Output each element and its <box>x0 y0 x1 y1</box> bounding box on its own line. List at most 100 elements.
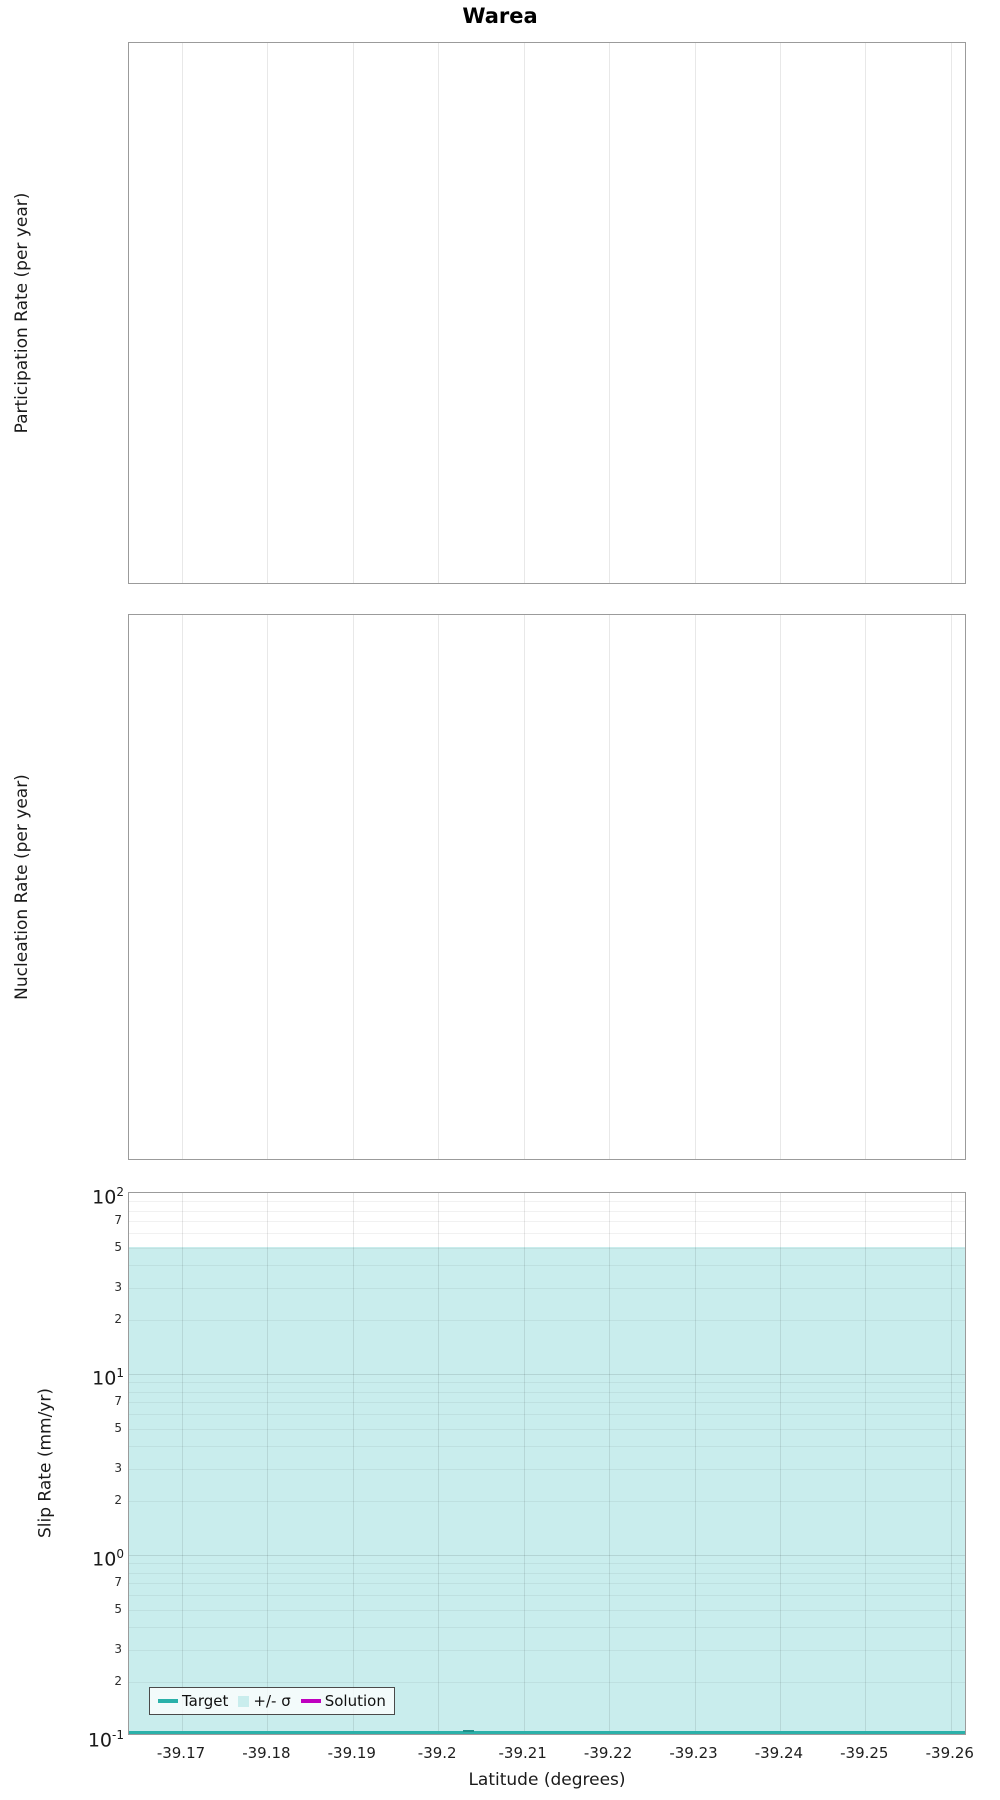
vertical-gridline <box>694 43 696 583</box>
x-tick-label: -39.2 <box>417 1744 457 1762</box>
x-tick-label: -39.24 <box>754 1744 804 1762</box>
major-gridline <box>129 1374 965 1375</box>
minor-gridline <box>129 1627 965 1628</box>
minor-gridline <box>129 1233 965 1235</box>
target-line-bump <box>463 1730 475 1732</box>
vertical-gridline <box>609 43 611 583</box>
x-tick-label: -39.26 <box>925 1744 974 1762</box>
minor-gridline <box>129 1468 965 1470</box>
vertical-gridline <box>609 1193 611 1734</box>
y-minor-tick-label: 3 <box>114 1279 122 1294</box>
vertical-gridline <box>267 43 269 583</box>
minor-gridline <box>129 1563 965 1565</box>
sigma-band-swatch <box>238 1695 250 1707</box>
y-minor-tick-label: 5 <box>114 1601 122 1616</box>
chart-title: Warea <box>462 4 538 28</box>
minor-gridline <box>129 1681 965 1683</box>
minor-gridline <box>129 1210 965 1212</box>
vertical-gridline <box>438 1193 440 1734</box>
legend-label: +/- σ <box>253 1692 291 1710</box>
y-minor-tick-label: 5 <box>114 1239 122 1254</box>
y-major-tick-label: 101 <box>92 1366 124 1390</box>
y-minor-tick-label: 7 <box>114 1213 122 1227</box>
vertical-gridline <box>267 615 269 1159</box>
y-minor-tick-label: 2 <box>114 1492 122 1507</box>
legend-item: +/- σ <box>238 1692 291 1710</box>
vertical-gridline <box>950 43 952 583</box>
y-minor-tick-label: 7 <box>114 1575 122 1589</box>
solution-line-swatch <box>300 1699 321 1703</box>
nucleation-rate-plot-area <box>128 614 966 1160</box>
vertical-gridline <box>694 615 696 1159</box>
minor-gridline <box>129 1391 965 1393</box>
vertical-gridline <box>182 615 183 1159</box>
major-gridline <box>129 1555 965 1556</box>
y-major-tick-label: 100 <box>92 1547 124 1571</box>
x-tick-label: -39.19 <box>327 1744 376 1762</box>
vertical-gridline <box>779 43 781 583</box>
minor-gridline <box>129 1414 965 1416</box>
vertical-gridline <box>779 615 781 1159</box>
minor-gridline <box>129 1595 965 1597</box>
minor-gridline <box>129 1221 965 1222</box>
x-tick-label: -39.23 <box>669 1744 718 1762</box>
legend-item: Target <box>158 1692 228 1710</box>
y-major-tick-label: 10-1 <box>87 1728 124 1752</box>
y-axis-label-participation: Participation Rate (per year) <box>12 192 32 434</box>
minor-gridline <box>129 1382 965 1384</box>
x-tick-label: -39.21 <box>498 1744 547 1762</box>
vertical-gridline <box>182 1193 183 1734</box>
slip-rate-plot-area: Target +/- σ Solution <box>128 1192 966 1735</box>
y-minor-tick-label: 5 <box>114 1420 122 1435</box>
x-tick-label: -39.17 <box>156 1744 206 1762</box>
minor-gridline <box>129 1201 965 1203</box>
sigma-band <box>129 1247 965 1734</box>
vertical-gridline <box>609 615 611 1159</box>
vertical-gridline <box>438 615 440 1159</box>
y-minor-tick-label: 3 <box>114 1460 122 1475</box>
vertical-gridline <box>523 1193 525 1734</box>
vertical-gridline <box>865 615 867 1159</box>
x-tick-label: -39.18 <box>242 1744 291 1762</box>
vertical-gridline <box>950 615 952 1159</box>
vertical-gridline <box>950 1193 952 1734</box>
participation-rate-plot-area <box>128 42 966 584</box>
minor-gridline <box>129 1428 965 1430</box>
y-axis-label-nucleation: Nucleation Rate (per year) <box>12 774 32 1000</box>
target-line-swatch <box>158 1699 178 1703</box>
x-tick-label: -39.22 <box>583 1744 633 1762</box>
y-minor-tick-label: 7 <box>114 1394 122 1408</box>
y-major-tick-label: 102 <box>92 1185 124 1209</box>
vertical-gridline <box>438 43 440 583</box>
minor-gridline <box>129 1609 965 1611</box>
minor-gridline <box>129 1247 965 1249</box>
x-axis-label: Latitude (degrees) <box>468 1770 626 1790</box>
vertical-gridline <box>865 43 867 583</box>
x-tick-label: -39.25 <box>840 1744 889 1762</box>
vertical-gridline <box>694 1193 696 1734</box>
minor-gridline <box>129 1402 965 1403</box>
minor-gridline <box>129 1500 965 1502</box>
vertical-gridline <box>865 1193 867 1734</box>
minor-gridline <box>129 1287 965 1289</box>
y-minor-tick-label: 2 <box>114 1311 122 1326</box>
vertical-gridline <box>352 1193 354 1734</box>
vertical-gridline <box>352 43 354 583</box>
target-line <box>129 1731 965 1734</box>
legend-item: Solution <box>300 1692 386 1710</box>
vertical-gridline <box>779 1193 781 1734</box>
y-minor-tick-label: 2 <box>114 1673 122 1688</box>
minor-gridline <box>129 1572 965 1574</box>
minor-gridline <box>129 1319 965 1321</box>
minor-gridline <box>129 1265 965 1266</box>
legend: Target +/- σ Solution <box>149 1687 395 1715</box>
vertical-gridline <box>523 615 525 1159</box>
legend-label: Target <box>182 1692 229 1710</box>
minor-gridline <box>129 1583 965 1584</box>
y-minor-tick-label: 3 <box>114 1641 122 1656</box>
vertical-gridline <box>182 43 183 583</box>
minor-gridline <box>129 1446 965 1447</box>
vertical-gridline <box>267 1193 269 1734</box>
minor-gridline <box>129 1649 965 1651</box>
